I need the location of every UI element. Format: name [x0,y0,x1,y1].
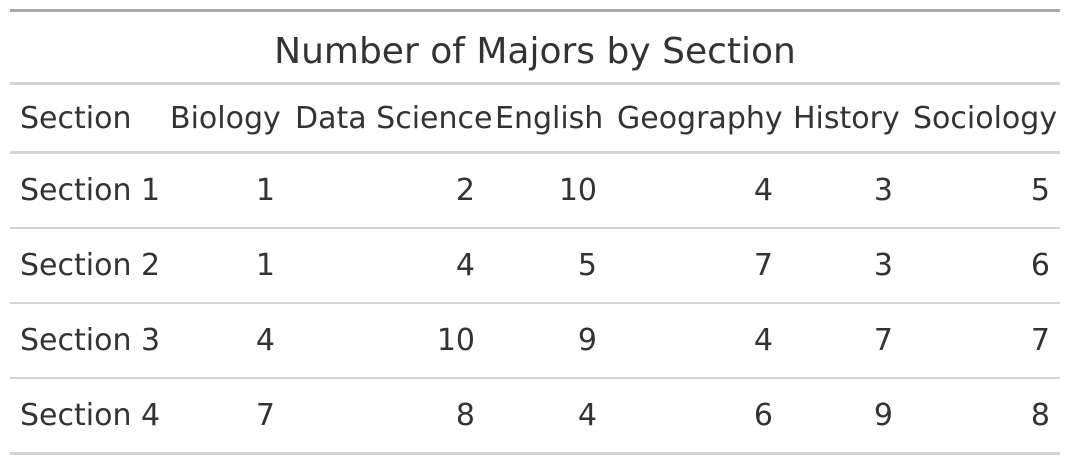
column-header: Section [10,84,160,153]
row-label-cell: Section 2 [10,228,160,303]
column-header: Biology [160,84,285,153]
table-row: Section 1 1 2 10 4 3 5 [10,153,1060,229]
value-cell: 4 [485,378,607,454]
row-label-cell: Section 3 [10,303,160,378]
column-header: Data Science [285,84,485,153]
value-cell: 7 [903,303,1060,378]
column-header: History [783,84,903,153]
row-label-cell: Section 4 [10,378,160,454]
majors-table-container: Number of Majors by Section Section Biolo… [10,9,1060,455]
value-cell: 4 [160,303,285,378]
value-cell: 7 [607,228,783,303]
row-label-cell: Section 1 [10,153,160,229]
value-cell: 9 [783,378,903,454]
table-row: Section 3 4 10 9 4 7 7 [10,303,1060,378]
value-cell: 5 [485,228,607,303]
value-cell: 10 [485,153,607,229]
header-row: Section Biology Data Science English Geograp… [10,84,1060,153]
column-header: Sociology [903,84,1060,153]
column-header: English [485,84,607,153]
value-cell: 10 [285,303,485,378]
column-header: Geography [607,84,783,153]
table-title: Number of Majors by Section [10,12,1060,82]
table-body: Section 1 1 2 10 4 3 5 Section 2 1 4 5 7 3 6 Section 3… [10,153,1060,454]
value-cell: 1 [160,153,285,229]
table-header: Section Biology Data Science English Geograp… [10,84,1060,153]
value-cell: 2 [285,153,485,229]
value-cell: 9 [485,303,607,378]
majors-by-section-table: Number of Majors by Section Section Biolo… [10,12,1060,455]
value-cell: 4 [607,153,783,229]
value-cell: 8 [285,378,485,454]
value-cell: 4 [285,228,485,303]
value-cell: 3 [783,228,903,303]
value-cell: 7 [783,303,903,378]
value-cell: 4 [607,303,783,378]
value-cell: 6 [607,378,783,454]
value-cell: 3 [783,153,903,229]
value-cell: 7 [160,378,285,454]
value-cell: 1 [160,228,285,303]
value-cell: 8 [903,378,1060,454]
value-cell: 5 [903,153,1060,229]
value-cell: 6 [903,228,1060,303]
